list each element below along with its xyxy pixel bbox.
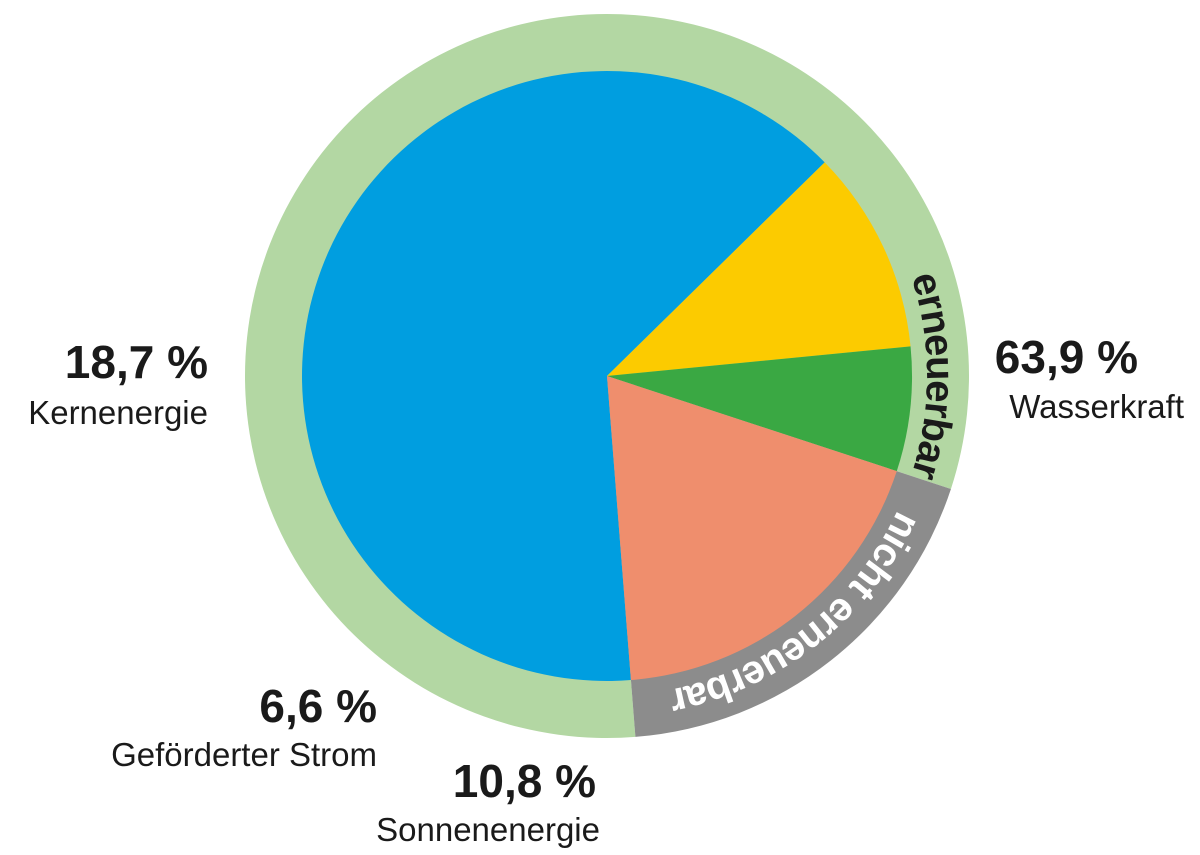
value-label: 63,9 % bbox=[995, 331, 1138, 383]
category-label: Geförderter Strom bbox=[111, 736, 377, 773]
label-gefoerderter-strom: 6,6 % Geförderter Strom bbox=[111, 680, 377, 773]
pie-slice-sonnenenergie bbox=[607, 162, 911, 376]
category-label: Wasserkraft bbox=[1009, 388, 1184, 425]
pie-slice-wasserkraft bbox=[302, 70, 825, 681]
value-label: 10,8 % bbox=[453, 755, 596, 807]
slices-group bbox=[302, 70, 912, 681]
category-label: Sonnenenergie bbox=[376, 811, 600, 848]
category-label: Kernenergie bbox=[28, 394, 208, 431]
pie-slice-geförderter-strom bbox=[607, 346, 912, 472]
value-label: 6,6 % bbox=[259, 680, 377, 732]
value-label: 18,7 % bbox=[65, 336, 208, 388]
label-wasserkraft: 63,9 % Wasserkraft bbox=[995, 331, 1184, 425]
label-kernenergie: 18,7 % Kernenergie bbox=[28, 336, 208, 431]
label-sonnenenergie: 10,8 % Sonnenenergie bbox=[376, 755, 600, 848]
pie-slice-kernenergie bbox=[607, 376, 897, 681]
